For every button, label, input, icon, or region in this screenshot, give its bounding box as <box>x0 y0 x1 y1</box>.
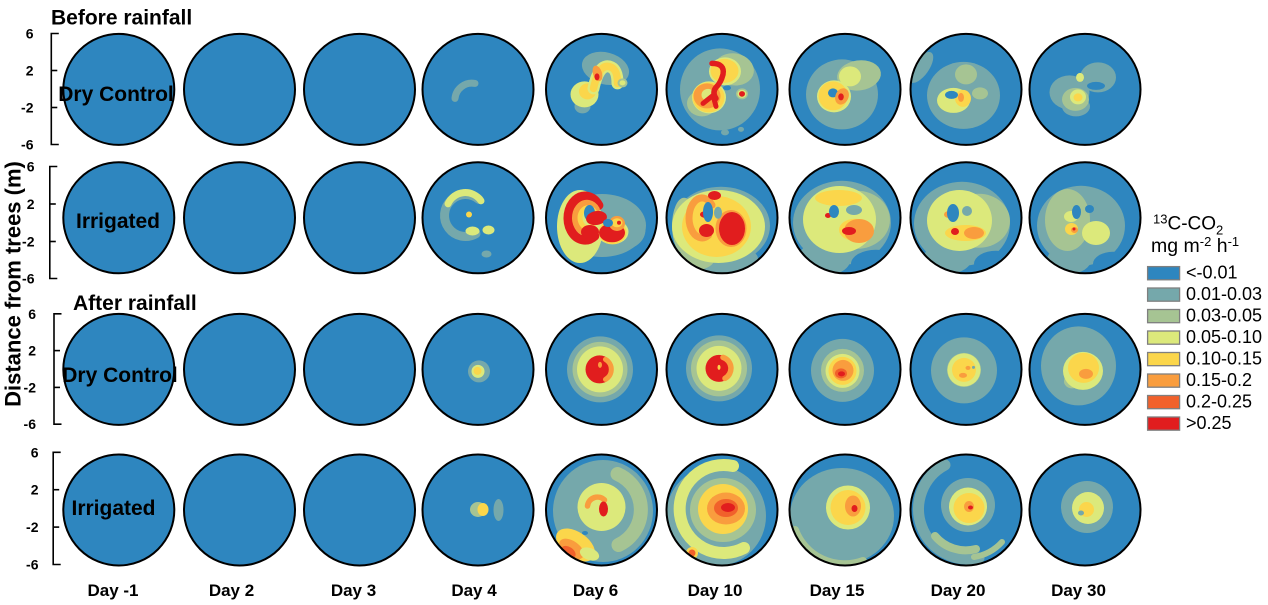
svg-text:0.2-0.25: 0.2-0.25 <box>1186 392 1252 412</box>
svg-text:6: 6 <box>26 26 34 42</box>
svg-text:6: 6 <box>27 159 35 175</box>
svg-text:13C-CO2: 13C-CO2 <box>1153 212 1223 238</box>
svg-text:-2: -2 <box>22 234 35 250</box>
svg-text:2: 2 <box>31 482 39 498</box>
svg-text:Irrigated: Irrigated <box>76 210 160 233</box>
svg-text:-6: -6 <box>22 271 35 287</box>
svg-text:6: 6 <box>31 444 39 460</box>
svg-text:Before rainfall: Before rainfall <box>51 7 192 30</box>
svg-text:Distance from trees (m): Distance from trees (m) <box>1 161 26 407</box>
svg-text:Dry Control: Dry Control <box>62 364 178 387</box>
svg-text:-2: -2 <box>26 519 39 535</box>
svg-text:-2: -2 <box>21 100 34 116</box>
svg-text:Day 3: Day 3 <box>331 581 376 600</box>
svg-text:2: 2 <box>28 343 36 359</box>
svg-text:>0.25: >0.25 <box>1186 413 1232 433</box>
svg-text:Day 2: Day 2 <box>209 581 254 600</box>
svg-text:Day 15: Day 15 <box>810 581 865 600</box>
svg-text:Day -1: Day -1 <box>87 581 138 600</box>
svg-text:After rainfall: After rainfall <box>73 292 197 315</box>
svg-text:Irrigated: Irrigated <box>71 497 155 520</box>
svg-text:Day 6: Day 6 <box>573 581 618 600</box>
svg-text:Day 30: Day 30 <box>1051 581 1106 600</box>
svg-text:2: 2 <box>27 196 35 212</box>
svg-text:0.03-0.05: 0.03-0.05 <box>1186 306 1262 326</box>
svg-text:2: 2 <box>26 63 34 79</box>
svg-text:0.01-0.03: 0.01-0.03 <box>1186 284 1262 304</box>
svg-text:mg m-2 h-1: mg m-2 h-1 <box>1151 234 1239 257</box>
svg-text:6: 6 <box>28 306 36 322</box>
svg-text:-6: -6 <box>26 557 39 573</box>
svg-text:Day 20: Day 20 <box>931 581 986 600</box>
svg-text:0.10-0.15: 0.10-0.15 <box>1186 349 1262 369</box>
svg-text:0.05-0.10: 0.05-0.10 <box>1186 327 1262 347</box>
svg-text:Dry Control: Dry Control <box>58 83 174 106</box>
svg-text:-2: -2 <box>24 379 37 395</box>
svg-text:Day 10: Day 10 <box>688 581 743 600</box>
svg-text:0.15-0.2: 0.15-0.2 <box>1186 370 1252 390</box>
svg-text:<-0.01: <-0.01 <box>1186 263 1238 283</box>
svg-text:Day 4: Day 4 <box>451 581 497 600</box>
svg-text:-6: -6 <box>21 137 34 153</box>
svg-text:-6: -6 <box>24 416 37 432</box>
